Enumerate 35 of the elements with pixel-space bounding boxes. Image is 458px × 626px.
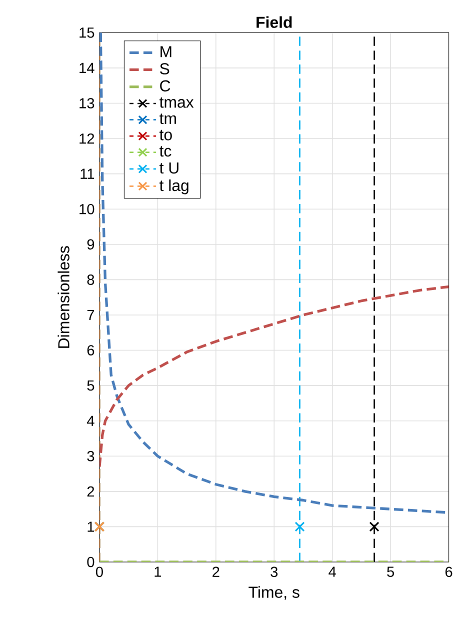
legend-label: M xyxy=(160,46,172,58)
x-axis-title: Time, s xyxy=(248,586,300,600)
y-tick-label: 1 xyxy=(88,522,94,532)
y-tick-label: 2 xyxy=(87,486,94,497)
y-tick-label: 10 xyxy=(80,204,94,214)
y-tick-label: 9 xyxy=(87,239,94,250)
y-tick-label: 7 xyxy=(87,310,94,320)
legend-label: S xyxy=(160,63,170,74)
x-tick-label: 1 xyxy=(154,566,162,577)
legend-label: t U xyxy=(160,162,178,174)
y-tick-label: 13 xyxy=(80,98,94,108)
x-tick-label: 6 xyxy=(445,566,452,578)
legend-label: tm xyxy=(160,114,176,124)
legend-label: t lag xyxy=(160,179,188,194)
x-tick-label: 5 xyxy=(387,566,394,577)
y-tick-label: 5 xyxy=(87,380,94,391)
legend-label: C xyxy=(160,80,170,92)
y-tick-label: 3 xyxy=(87,450,94,462)
y-tick-label: 8 xyxy=(87,274,94,285)
chart-title: Field xyxy=(256,16,292,28)
y-tick-label: 6 xyxy=(87,345,94,356)
y-tick-label: 12 xyxy=(80,133,94,144)
y-tick-label: 11 xyxy=(80,168,94,179)
x-tick-label: 0 xyxy=(96,566,103,578)
legend-label: to xyxy=(160,130,172,140)
legend-label: tc xyxy=(160,146,172,157)
x-tick-label: 4 xyxy=(328,566,336,577)
y-tick-label: 14 xyxy=(80,62,94,73)
y-axis-title: Dimensionless xyxy=(58,246,70,348)
legend-label: tmax xyxy=(160,97,194,108)
y-tick-label: 4 xyxy=(86,416,94,426)
y-tick-label: 0 xyxy=(87,556,94,568)
y-tick-label: 15 xyxy=(80,28,94,38)
x-tick-label: 2 xyxy=(212,566,220,577)
x-tick-label: 3 xyxy=(270,566,278,578)
